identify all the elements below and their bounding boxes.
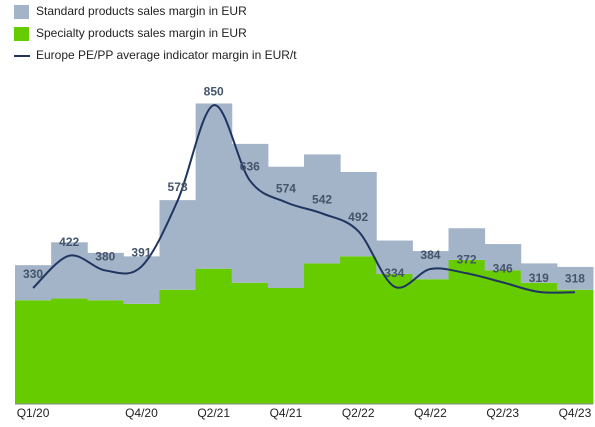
- value-label: 334: [384, 266, 404, 280]
- value-label: 636: [240, 160, 260, 174]
- bar-segment: [340, 172, 377, 257]
- bar-segment: [123, 256, 160, 304]
- value-label: 492: [348, 210, 368, 224]
- bar-segment: [520, 282, 558, 404]
- bar-segment: [15, 265, 52, 301]
- x-tick-label: Q4/21: [270, 406, 303, 420]
- bar-segment: [87, 300, 124, 404]
- bar-segment: [51, 242, 88, 299]
- bar-segment: [520, 263, 558, 283]
- bar-segment: [376, 273, 413, 404]
- x-tick-label: Q4/23: [559, 406, 592, 420]
- bar-segment: [556, 289, 594, 404]
- legend-swatch: [14, 5, 29, 19]
- x-tick-label: Q4/20: [125, 406, 158, 420]
- x-tick-label: Q2/22: [342, 406, 375, 420]
- bar-segment: [484, 270, 522, 404]
- legend-label: Specialty products sales margin in EUR: [36, 26, 247, 40]
- legend-swatch: [14, 27, 29, 41]
- bar-segment: [376, 240, 413, 274]
- bar-segment: [267, 288, 305, 404]
- value-label: 372: [457, 252, 477, 266]
- bar-segment: [231, 143, 269, 283]
- bar-segment: [195, 103, 233, 269]
- value-label: 380: [95, 250, 115, 264]
- bar-segment: [159, 200, 197, 290]
- bar-segment: [556, 266, 594, 290]
- value-label: 330: [23, 267, 43, 281]
- value-label: 850: [204, 84, 224, 98]
- line: [32, 104, 575, 294]
- x-tick-label: Q1/20: [17, 406, 50, 420]
- value-label: 346: [493, 262, 513, 276]
- value-label: 318: [565, 271, 585, 285]
- bar-segment: [448, 259, 486, 404]
- value-label: 578: [168, 180, 188, 194]
- x-tick-label: Q4/22: [414, 406, 447, 420]
- x-tick-label: Q2/23: [486, 406, 519, 420]
- value-label: 542: [312, 193, 332, 207]
- bar-segment: [15, 300, 52, 404]
- value-label: 391: [131, 246, 151, 260]
- bar-segment: [123, 303, 160, 404]
- value-label: 422: [59, 235, 79, 249]
- bar-segment: [340, 256, 377, 404]
- bar-segment: [412, 251, 449, 280]
- bar-segment: [87, 252, 124, 301]
- bar-segment: [304, 263, 341, 404]
- value-label: 384: [420, 248, 440, 262]
- bar-segment: [231, 282, 269, 404]
- value-label: 319: [529, 271, 549, 285]
- legend-label: Europe PE/PP average indicator margin in…: [36, 48, 297, 62]
- bar-segment: [51, 298, 88, 404]
- bar-segment: [448, 228, 486, 260]
- bar-segment: [267, 166, 305, 289]
- bar-segment: [484, 244, 522, 271]
- bar-segment: [159, 289, 197, 404]
- legend-label: Standard products sales margin in EUR: [36, 4, 247, 18]
- value-label: 574: [276, 181, 296, 195]
- bar-segment: [412, 279, 449, 404]
- bar-segment: [195, 268, 233, 404]
- x-tick-label: Q2/21: [197, 406, 230, 420]
